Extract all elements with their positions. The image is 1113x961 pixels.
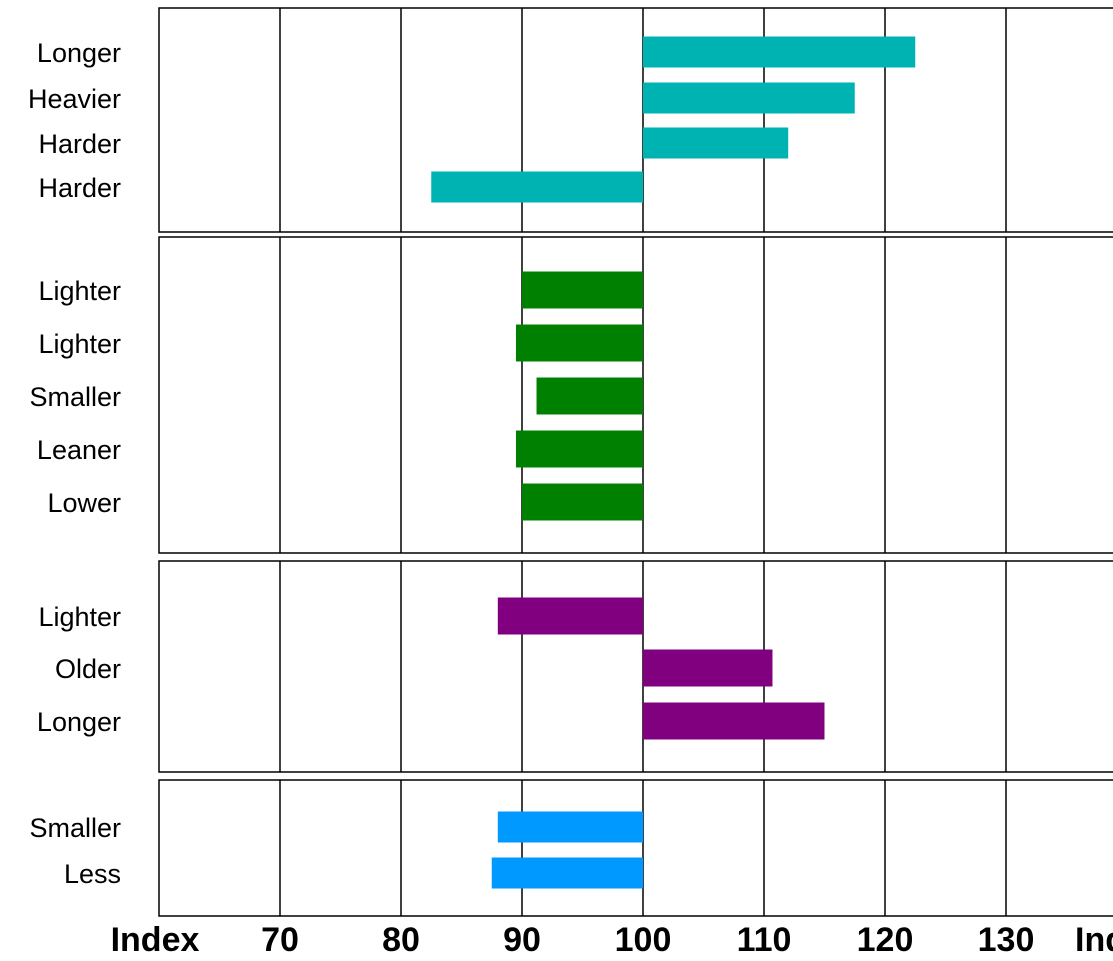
- panel-frame: [158, 560, 1113, 773]
- chart-panels: [158, 7, 1113, 917]
- category-label: Longer: [37, 38, 121, 68]
- bar: [643, 82, 855, 114]
- x-axis-left-label: Index: [111, 921, 200, 959]
- x-tick-label: 110: [737, 921, 792, 959]
- x-tick-label: 130: [978, 921, 1035, 959]
- chart-panel: [158, 779, 1113, 917]
- category-label: Less: [64, 859, 121, 889]
- category-label: Leaner: [37, 435, 121, 465]
- bar: [522, 483, 643, 521]
- category-label: Longer: [37, 707, 121, 737]
- bar: [643, 36, 916, 68]
- x-tick-label: 120: [857, 921, 914, 959]
- category-label: Smaller: [29, 813, 121, 843]
- category-labels: Longer Heavier Harder Harder Lighter Lighter S…: [28, 38, 121, 889]
- panel-frame: [158, 7, 1113, 233]
- category-label: Lighter: [38, 329, 121, 359]
- bar: [431, 171, 643, 203]
- bar: [497, 597, 643, 635]
- x-axis-right-label: Index: [1075, 921, 1113, 959]
- category-label: Lower: [47, 488, 121, 518]
- chart-panel: [158, 236, 1113, 554]
- bar: [522, 271, 643, 309]
- chart-panel: [158, 7, 1113, 233]
- bar: [491, 857, 643, 889]
- bar: [643, 127, 789, 159]
- bar: [515, 324, 643, 362]
- bar: [643, 649, 773, 687]
- bar: [497, 811, 643, 843]
- category-label: Smaller: [29, 382, 121, 412]
- category-label: Lighter: [38, 276, 121, 306]
- chart-panel: [158, 560, 1113, 773]
- x-tick-label: 100: [615, 921, 672, 959]
- x-tick-label: 90: [503, 921, 541, 959]
- bar: [536, 377, 643, 415]
- category-label: Harder: [38, 173, 121, 203]
- category-label: Harder: [38, 129, 121, 159]
- category-label: Lighter: [38, 602, 121, 632]
- panel-frame: [158, 236, 1113, 554]
- panel-frame: [158, 779, 1113, 917]
- bar: [515, 430, 643, 468]
- x-tick-label: 70: [261, 921, 299, 959]
- bar: [643, 702, 825, 740]
- category-label: Heavier: [28, 84, 121, 114]
- category-label: Older: [55, 654, 121, 684]
- x-tick-label: 80: [382, 921, 420, 959]
- x-axis: Index Index 70 80 90 100 110 120 130: [111, 921, 1113, 959]
